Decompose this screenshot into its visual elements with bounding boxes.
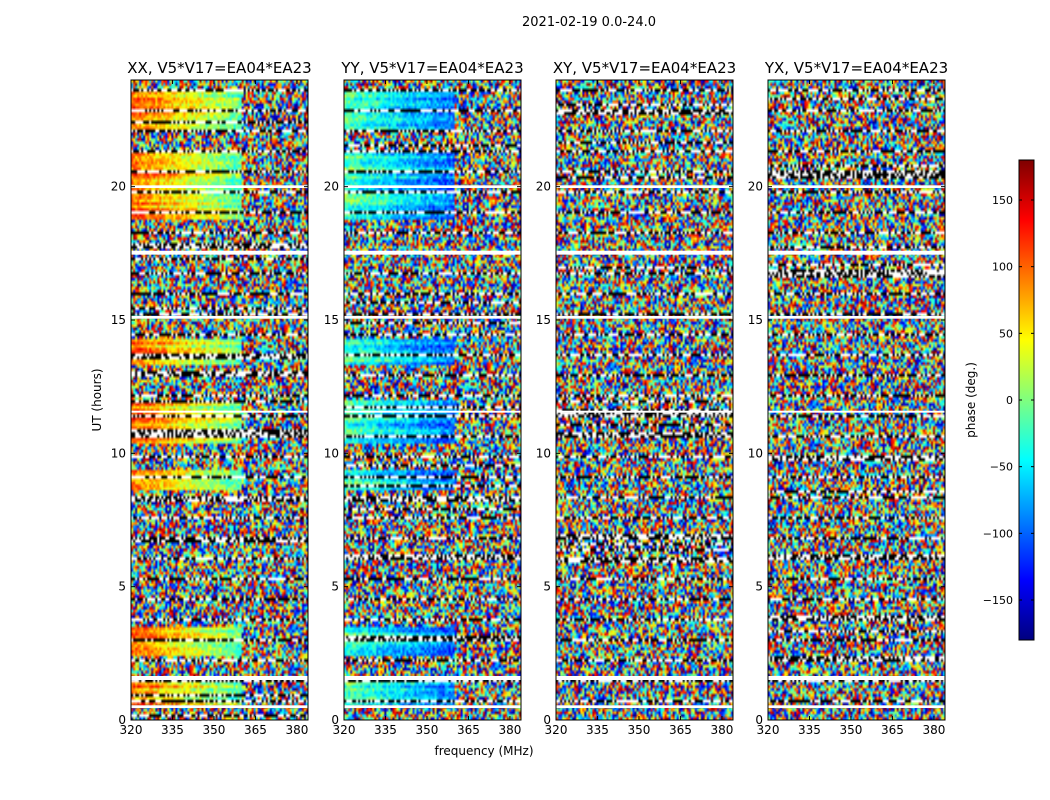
y-tick-label: 20 bbox=[748, 180, 763, 194]
colorbar-tick-label: 50 bbox=[999, 327, 1013, 340]
flagged-band bbox=[556, 676, 733, 680]
y-tick-label: 20 bbox=[111, 180, 126, 194]
y-axis-label: UT (hours) bbox=[90, 368, 104, 431]
colorbar-tick-label: 150 bbox=[992, 194, 1013, 207]
y-tick-label: 10 bbox=[748, 446, 763, 460]
x-axis-label: frequency (MHz) bbox=[434, 744, 533, 758]
flagged-band bbox=[344, 705, 521, 708]
panel-title: XY, V5*V17=EA04*EA23 bbox=[553, 59, 736, 77]
flagged-band bbox=[556, 410, 733, 413]
flagged-band bbox=[768, 410, 945, 413]
panel-yy: YY, V5*V17=EA04*EA23 320 335 350 365 380 0 5 10 1… bbox=[324, 59, 524, 737]
x-tick-label: 365 bbox=[457, 723, 480, 737]
heatmap-xy bbox=[556, 80, 733, 720]
flagged-band bbox=[556, 250, 733, 255]
heatmap-xx bbox=[131, 80, 308, 720]
x-tick-label: 365 bbox=[881, 723, 904, 737]
axes-frame bbox=[130, 79, 309, 721]
axes-frame bbox=[555, 79, 734, 721]
flagged-band bbox=[768, 250, 945, 255]
x-tick-label: 350 bbox=[203, 723, 226, 737]
heatmap-yx bbox=[768, 80, 945, 720]
heatmap-yy bbox=[344, 80, 521, 720]
y-tick-label: 15 bbox=[536, 313, 551, 327]
axes-frame bbox=[343, 79, 522, 721]
flagged-band bbox=[344, 410, 521, 413]
x-tick-label: 335 bbox=[798, 723, 821, 737]
y-tick-label: 5 bbox=[755, 580, 763, 594]
panel-yx: YX, V5*V17=EA04*EA23 320 335 350 365 380 0 5 10 1… bbox=[748, 59, 948, 737]
x-tick-label: 320 bbox=[120, 723, 143, 737]
flagged-band bbox=[556, 316, 733, 319]
x-tick-label: 365 bbox=[669, 723, 692, 737]
y-tick-label: 15 bbox=[748, 313, 763, 327]
flagged-band bbox=[344, 316, 521, 319]
figure-title: 2021-02-19 0.0-24.0 bbox=[522, 15, 656, 30]
x-tick-label: 380 bbox=[710, 723, 733, 737]
flagged-band bbox=[131, 316, 308, 319]
x-tick-label: 335 bbox=[374, 723, 397, 737]
flagged-band bbox=[768, 316, 945, 319]
x-tick-label: 335 bbox=[586, 723, 609, 737]
x-tick-label: 380 bbox=[285, 723, 308, 737]
flagged-band bbox=[131, 705, 308, 708]
panel-xx: XX, V5*V17=EA04*EA23 320 335 350 365 380 0 5 10 1… bbox=[111, 59, 312, 737]
flagged-band bbox=[768, 676, 945, 680]
panels: XX, V5*V17=EA04*EA23 320 335 350 365 380 0 5 10 1… bbox=[111, 59, 948, 737]
x-tick-label: 350 bbox=[628, 723, 651, 737]
panel-xy: XY, V5*V17=EA04*EA23 320 335 350 365 380 0 5 10 1… bbox=[536, 59, 736, 737]
flagged-band bbox=[768, 185, 945, 188]
colorbar-tick-label: −100 bbox=[983, 527, 1013, 540]
y-tick-label: 0 bbox=[118, 713, 126, 727]
y-tick-label: 20 bbox=[324, 180, 339, 194]
y-tick-label: 10 bbox=[536, 446, 551, 460]
flagged-band bbox=[344, 676, 521, 680]
x-tick-label: 320 bbox=[545, 723, 568, 737]
colorbar-tick-label: −150 bbox=[983, 594, 1013, 607]
x-tick-label: 380 bbox=[922, 723, 945, 737]
colorbar-tick-label: 0 bbox=[1006, 394, 1013, 407]
x-tick-label: 380 bbox=[498, 723, 521, 737]
colorbar-label: phase (deg.) bbox=[964, 362, 978, 438]
y-tick-label: 5 bbox=[118, 580, 126, 594]
flagged-band bbox=[131, 185, 308, 188]
flagged-band bbox=[768, 705, 945, 708]
y-tick-label: 15 bbox=[324, 313, 339, 327]
y-tick-label: 0 bbox=[755, 713, 763, 727]
axes-frame bbox=[767, 79, 946, 721]
y-tick-label: 5 bbox=[543, 580, 551, 594]
y-tick-label: 20 bbox=[536, 180, 551, 194]
colorbar-tick-label: −50 bbox=[990, 461, 1013, 474]
y-tick-label: 10 bbox=[111, 446, 126, 460]
colorbar-tick-label: 100 bbox=[992, 261, 1013, 274]
x-tick-label: 320 bbox=[333, 723, 356, 737]
panel-title: XX, V5*V17=EA04*EA23 bbox=[127, 59, 311, 77]
y-tick-label: 0 bbox=[543, 713, 551, 727]
x-tick-label: 350 bbox=[840, 723, 863, 737]
x-tick-label: 365 bbox=[244, 723, 267, 737]
flagged-band bbox=[556, 705, 733, 708]
flagged-band bbox=[344, 185, 521, 188]
flagged-band bbox=[131, 676, 308, 680]
y-tick-label: 15 bbox=[111, 313, 126, 327]
flagged-band bbox=[131, 250, 308, 255]
flagged-band bbox=[131, 410, 308, 413]
x-tick-label: 350 bbox=[416, 723, 439, 737]
colorbar: −150 −100 −50 0 50 100 150 bbox=[983, 159, 1035, 641]
flagged-band bbox=[344, 250, 521, 255]
y-tick-label: 5 bbox=[331, 580, 339, 594]
flagged-band bbox=[556, 185, 733, 188]
x-tick-label: 320 bbox=[757, 723, 780, 737]
y-tick-label: 0 bbox=[331, 713, 339, 727]
panel-title: YY, V5*V17=EA04*EA23 bbox=[340, 59, 523, 77]
panel-title: YX, V5*V17=EA04*EA23 bbox=[764, 59, 948, 77]
x-tick-label: 335 bbox=[161, 723, 184, 737]
y-tick-label: 10 bbox=[324, 446, 339, 460]
